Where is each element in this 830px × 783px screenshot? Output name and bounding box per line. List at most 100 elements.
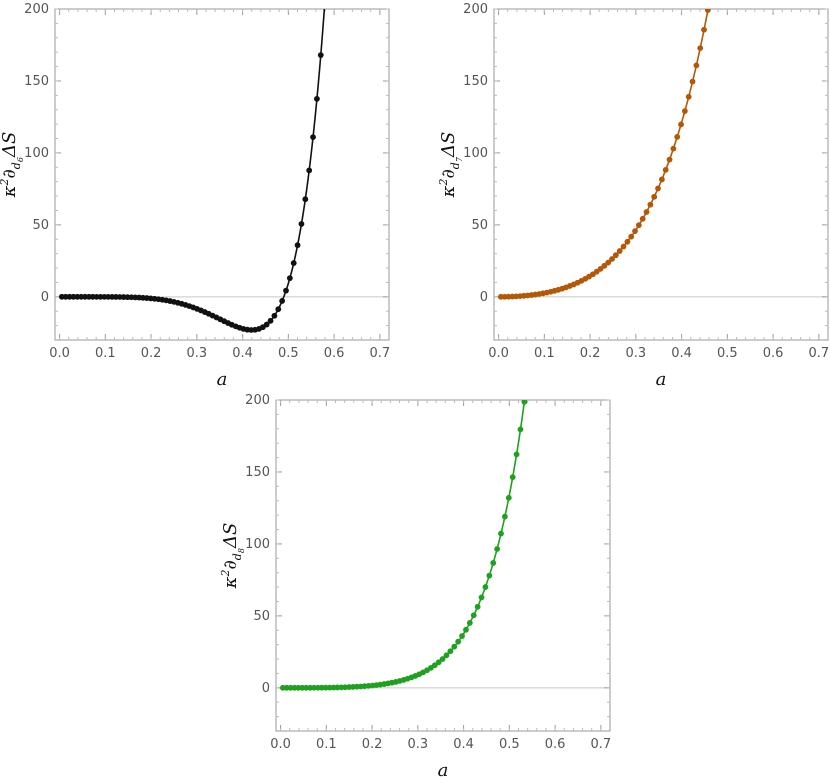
data-point bbox=[482, 584, 489, 590]
y-tick-label: 200 bbox=[24, 2, 49, 17]
data-point bbox=[685, 93, 692, 100]
data-point bbox=[263, 321, 270, 328]
y-tick-label: 200 bbox=[245, 393, 270, 408]
data-point bbox=[612, 252, 619, 259]
y-tick-label: 150 bbox=[463, 74, 488, 89]
series-line bbox=[282, 400, 526, 689]
x-tick-label: 0.1 bbox=[95, 346, 116, 361]
data-point bbox=[486, 572, 493, 579]
data-point bbox=[470, 612, 477, 619]
data-point bbox=[271, 312, 278, 319]
data-point bbox=[455, 638, 462, 645]
data-point bbox=[521, 400, 528, 405]
x-tick-label: 0.7 bbox=[809, 346, 830, 361]
data-point bbox=[494, 546, 500, 552]
x-tick-label: 0.5 bbox=[278, 346, 299, 361]
data-point bbox=[651, 193, 658, 200]
data-point bbox=[474, 603, 481, 610]
data-point bbox=[609, 256, 615, 262]
x-tick-label: 0.7 bbox=[591, 737, 612, 752]
data-point bbox=[505, 494, 512, 501]
data-point bbox=[697, 45, 704, 52]
x-tick-label: 0.0 bbox=[49, 346, 70, 361]
data-point bbox=[605, 259, 612, 266]
data-point bbox=[647, 201, 654, 208]
chart-panel-1: 0.0 0.1 0.2 0.3 0.4 0.5 0.6 0.7 0 50 100 150 200 a κ2∂… bbox=[0, 2, 391, 390]
data-point bbox=[501, 513, 508, 520]
x-tick-label: 0.3 bbox=[407, 737, 428, 752]
y-tick-label: 0 bbox=[262, 681, 270, 696]
x-tick-label: 0.3 bbox=[625, 346, 646, 361]
data-point bbox=[286, 275, 293, 282]
data-point bbox=[275, 306, 282, 313]
data-point bbox=[693, 62, 700, 69]
y-axis-label: κ2∂d7ΔS bbox=[437, 132, 464, 199]
y-tick-label: 50 bbox=[253, 609, 270, 624]
data-point bbox=[466, 620, 473, 626]
y-tick-label: 50 bbox=[32, 218, 49, 233]
x-tick-label: 0.2 bbox=[362, 737, 383, 752]
data-point bbox=[314, 95, 320, 102]
y-tick-label: 100 bbox=[463, 146, 488, 161]
data-point bbox=[490, 560, 497, 566]
data-point bbox=[601, 262, 608, 269]
data-point bbox=[655, 185, 661, 192]
data-point bbox=[689, 78, 696, 85]
x-tick-label: 0.3 bbox=[186, 346, 207, 361]
x-tick-label: 0.1 bbox=[316, 737, 337, 752]
data-point bbox=[443, 652, 450, 659]
data-point bbox=[306, 167, 313, 174]
data-point bbox=[635, 222, 642, 229]
data-point bbox=[317, 52, 324, 58]
plot-frame bbox=[54, 8, 390, 341]
data-point bbox=[267, 317, 274, 324]
data-point bbox=[439, 656, 446, 662]
data-point bbox=[639, 215, 646, 222]
x-tick-label: 0.5 bbox=[717, 346, 738, 361]
data-point bbox=[704, 9, 711, 14]
series-line bbox=[61, 9, 326, 331]
x-tick-label: 0.2 bbox=[580, 346, 601, 361]
plot-frame bbox=[275, 399, 611, 732]
data-point bbox=[294, 242, 301, 249]
data-point bbox=[643, 209, 650, 215]
y-axis-label: κ2∂d6ΔS bbox=[0, 132, 25, 199]
x-tick-label: 0.5 bbox=[499, 737, 520, 752]
data-point bbox=[681, 108, 688, 114]
data-point bbox=[624, 238, 631, 245]
data-point bbox=[666, 156, 673, 163]
y-tick-label: 150 bbox=[245, 465, 270, 480]
x-axis-label: a bbox=[438, 760, 449, 781]
data-point bbox=[620, 243, 627, 250]
x-tick-label: 0.7 bbox=[370, 346, 391, 361]
y-tick-label: 50 bbox=[471, 218, 488, 233]
x-tick-label: 0.4 bbox=[671, 346, 692, 361]
x-axis-label: a bbox=[217, 369, 228, 390]
data-point bbox=[658, 176, 665, 183]
x-tick-label: 0.0 bbox=[270, 737, 291, 752]
x-axis-label: a bbox=[656, 369, 667, 390]
y-tick-label: 0 bbox=[41, 290, 49, 305]
x-tick-label: 0.6 bbox=[545, 737, 566, 752]
plot-frame bbox=[493, 8, 829, 341]
data-point bbox=[632, 228, 638, 235]
x-tick-label: 0.2 bbox=[141, 346, 162, 361]
series-line bbox=[500, 9, 709, 298]
y-tick-label: 150 bbox=[24, 74, 49, 89]
chart-panel-3: 0.0 0.1 0.2 0.3 0.4 0.5 0.6 0.7 0 50 100 150 200 a κ2∂… bbox=[219, 393, 612, 781]
data-point bbox=[459, 633, 465, 639]
data-point bbox=[674, 134, 681, 140]
data-point bbox=[283, 287, 289, 294]
x-tick-label: 0.4 bbox=[232, 346, 253, 361]
data-point bbox=[513, 451, 520, 458]
data-point bbox=[628, 233, 635, 240]
data-point bbox=[498, 530, 504, 537]
data-point bbox=[463, 626, 469, 633]
y-tick-label: 0 bbox=[480, 290, 488, 305]
y-tick-label: 100 bbox=[24, 146, 49, 161]
data-point bbox=[701, 26, 707, 33]
x-tick-label: 0.4 bbox=[453, 737, 474, 752]
data-point bbox=[298, 221, 305, 227]
data-point bbox=[517, 426, 524, 433]
